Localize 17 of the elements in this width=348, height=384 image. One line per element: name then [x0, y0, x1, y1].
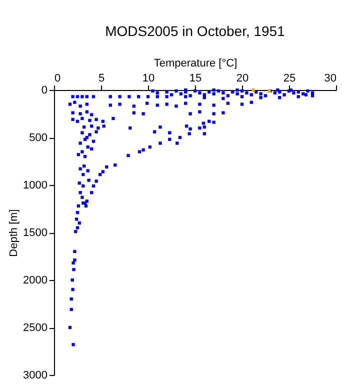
- x-tick-label: 0: [54, 72, 61, 84]
- y-tick-label: 0: [41, 84, 48, 96]
- y-tick-label: 1000: [23, 180, 48, 192]
- x-tick-label: 15: [189, 72, 202, 84]
- x-tick-label: 20: [236, 72, 249, 84]
- y-tick-label: 500: [29, 132, 48, 144]
- y-axis-title: Depth [m]: [8, 209, 20, 257]
- x-axis-title: Temperature [°C]: [154, 58, 238, 70]
- y-tick-label: 1500: [23, 227, 48, 239]
- x-tick-label: 30: [324, 72, 336, 84]
- x-tick-label: 10: [142, 72, 155, 84]
- y-tick-label: 2000: [23, 274, 48, 286]
- y-tick-label: 3000: [23, 370, 48, 382]
- x-tick-label: 5: [98, 72, 105, 84]
- chart-title: MODS2005 in October, 1951: [105, 23, 286, 39]
- x-tick-label: 25: [283, 72, 296, 84]
- y-tick-label: 2500: [23, 322, 48, 334]
